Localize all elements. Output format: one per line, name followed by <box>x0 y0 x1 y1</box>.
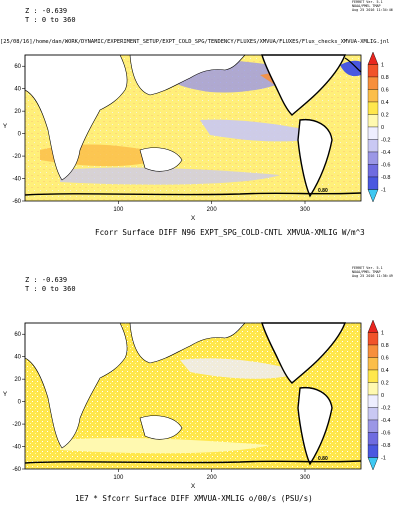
colorbar-cap-bottom <box>367 457 379 471</box>
y-tick-label: 40 <box>14 87 21 93</box>
colorbar-level-label: 0.4 <box>381 100 389 106</box>
colorbar-level-label: 0.6 <box>381 88 389 94</box>
colorbar-level-label: 0.8 <box>381 343 389 349</box>
chart-title-1: Fcorr Surface DIFF N96 EXPT_SPG_COLD-CNT… <box>95 228 365 237</box>
ferret-stamp-2: FERRET Ver. 5.1 NOAA/PMEL TMAP Aug 25 20… <box>352 266 393 278</box>
stamp-line: NOAA/PMEL TMAP <box>352 270 381 274</box>
colorbar-level-label: 0.8 <box>381 75 389 81</box>
colorbar-level-label: -0.6 <box>381 431 390 437</box>
colorbar-level-label: 1 <box>381 331 384 337</box>
y-tick-label: -40 <box>12 445 21 451</box>
y-tick-label: 0 <box>18 400 22 406</box>
y-tick-label: 60 <box>14 64 21 70</box>
y-tick-label: 20 <box>14 109 21 115</box>
colorbar-swatch <box>367 89 379 103</box>
colorbar-cap-top <box>367 51 379 65</box>
y-axis-label: Y <box>3 391 8 398</box>
colorbar-swatch <box>367 101 379 115</box>
colorbar-level-label: -0.8 <box>381 175 390 181</box>
colorbar-swatch <box>367 419 379 433</box>
stamp-line: FERRET Ver. 5.1 <box>352 0 383 4</box>
colorbar-swatch <box>367 407 379 421</box>
y-tick-label: -40 <box>12 177 21 183</box>
colorbar-cap-top <box>367 319 379 333</box>
stamp-line: Aug 25 2016 11:36:49 <box>352 274 393 278</box>
y-axis-label: Y <box>3 123 8 130</box>
colorbar-level-label: -0.4 <box>381 418 390 424</box>
y-tick-label: 0 <box>18 132 22 138</box>
x-tick-label: 200 <box>207 207 218 213</box>
colorbar-swatch <box>367 382 379 396</box>
colorbar-swatch <box>367 176 379 190</box>
colorbar-cap-bottom <box>367 189 379 203</box>
colorbar-swatch <box>367 344 379 358</box>
x-tick-label: 300 <box>300 207 311 213</box>
x-tick-label: 100 <box>113 475 124 481</box>
colorbar-level-label: -0.2 <box>381 406 390 412</box>
t-label-1: T : 0 to 360 <box>25 16 76 24</box>
colorbar-swatch <box>367 369 379 383</box>
colorbar-level-label: 0.4 <box>381 368 389 374</box>
y-tick-label: 20 <box>14 377 21 383</box>
colorbar-swatch <box>367 444 379 458</box>
colorbar-swatch <box>367 357 379 371</box>
x-tick-label: 200 <box>207 475 218 481</box>
colorbar-swatch <box>367 151 379 165</box>
colorbar-swatch <box>367 164 379 178</box>
colorbar-level-label: 0 <box>381 393 384 399</box>
y-tick-label: -60 <box>12 199 21 205</box>
map-panel-2 <box>24 322 362 470</box>
colorbar-level-label: 1 <box>381 63 384 69</box>
z-label-2: Z : -0.639 <box>25 276 68 284</box>
colorbar-level-label: -0.6 <box>381 163 390 169</box>
y-tick-label: -60 <box>12 467 21 473</box>
colorbar-level-label: 0.2 <box>381 113 389 119</box>
stamp-line: FERRET Ver. 5.1 <box>352 266 383 270</box>
colorbar-swatch <box>367 332 379 346</box>
stamp-line: NOAA/PMEL TMAP <box>352 4 381 8</box>
x-axis-label: X <box>191 483 196 490</box>
map-panel-1 <box>24 54 362 202</box>
colorbar-level-label: 0 <box>381 125 384 131</box>
x-axis-label: X <box>191 215 196 222</box>
colorbar-swatch <box>367 139 379 153</box>
t-label-2: T : 0 to 360 <box>25 285 76 293</box>
colorbar-swatch <box>367 432 379 446</box>
colorbar-level-label: -0.4 <box>381 150 390 156</box>
colorbar-level-label: -1 <box>381 456 386 462</box>
y-tick-label: 40 <box>14 355 21 361</box>
colorbar-level-label: -1 <box>381 188 386 194</box>
contour-label: 0.80 <box>318 456 328 462</box>
colorbar-swatch <box>367 394 379 408</box>
colorbar-level-label: 0.2 <box>381 381 389 387</box>
colorbar-level-label: -0.8 <box>381 443 390 449</box>
script-path-label: [25/08/16]/home/dan/WORK/DYNAMIC/EXPERIM… <box>0 39 390 45</box>
colorbar-swatch <box>367 64 379 78</box>
colorbar-swatch <box>367 76 379 90</box>
y-tick-label: -20 <box>12 422 21 428</box>
stamp-line: Aug 25 2016 11:34:46 <box>352 8 393 12</box>
colorbar-swatch <box>367 126 379 140</box>
y-tick-label: -20 <box>12 154 21 160</box>
colorbar-level-label: -0.2 <box>381 138 390 144</box>
colorbar-level-label: 0.6 <box>381 356 389 362</box>
contour-label: 0.80 <box>318 188 328 194</box>
chart-title-2: 1E7 * Sfcorr Surface DIFF XMVUA-XMLIG o/… <box>75 494 313 503</box>
y-tick-label: 60 <box>14 332 21 338</box>
ferret-stamp-1: FERRET Ver. 5.1 NOAA/PMEL TMAP Aug 25 20… <box>352 0 393 12</box>
x-tick-label: 300 <box>300 475 311 481</box>
z-label-1: Z : -0.639 <box>25 7 68 15</box>
x-tick-label: 100 <box>113 207 124 213</box>
colorbar-swatch <box>367 114 379 128</box>
